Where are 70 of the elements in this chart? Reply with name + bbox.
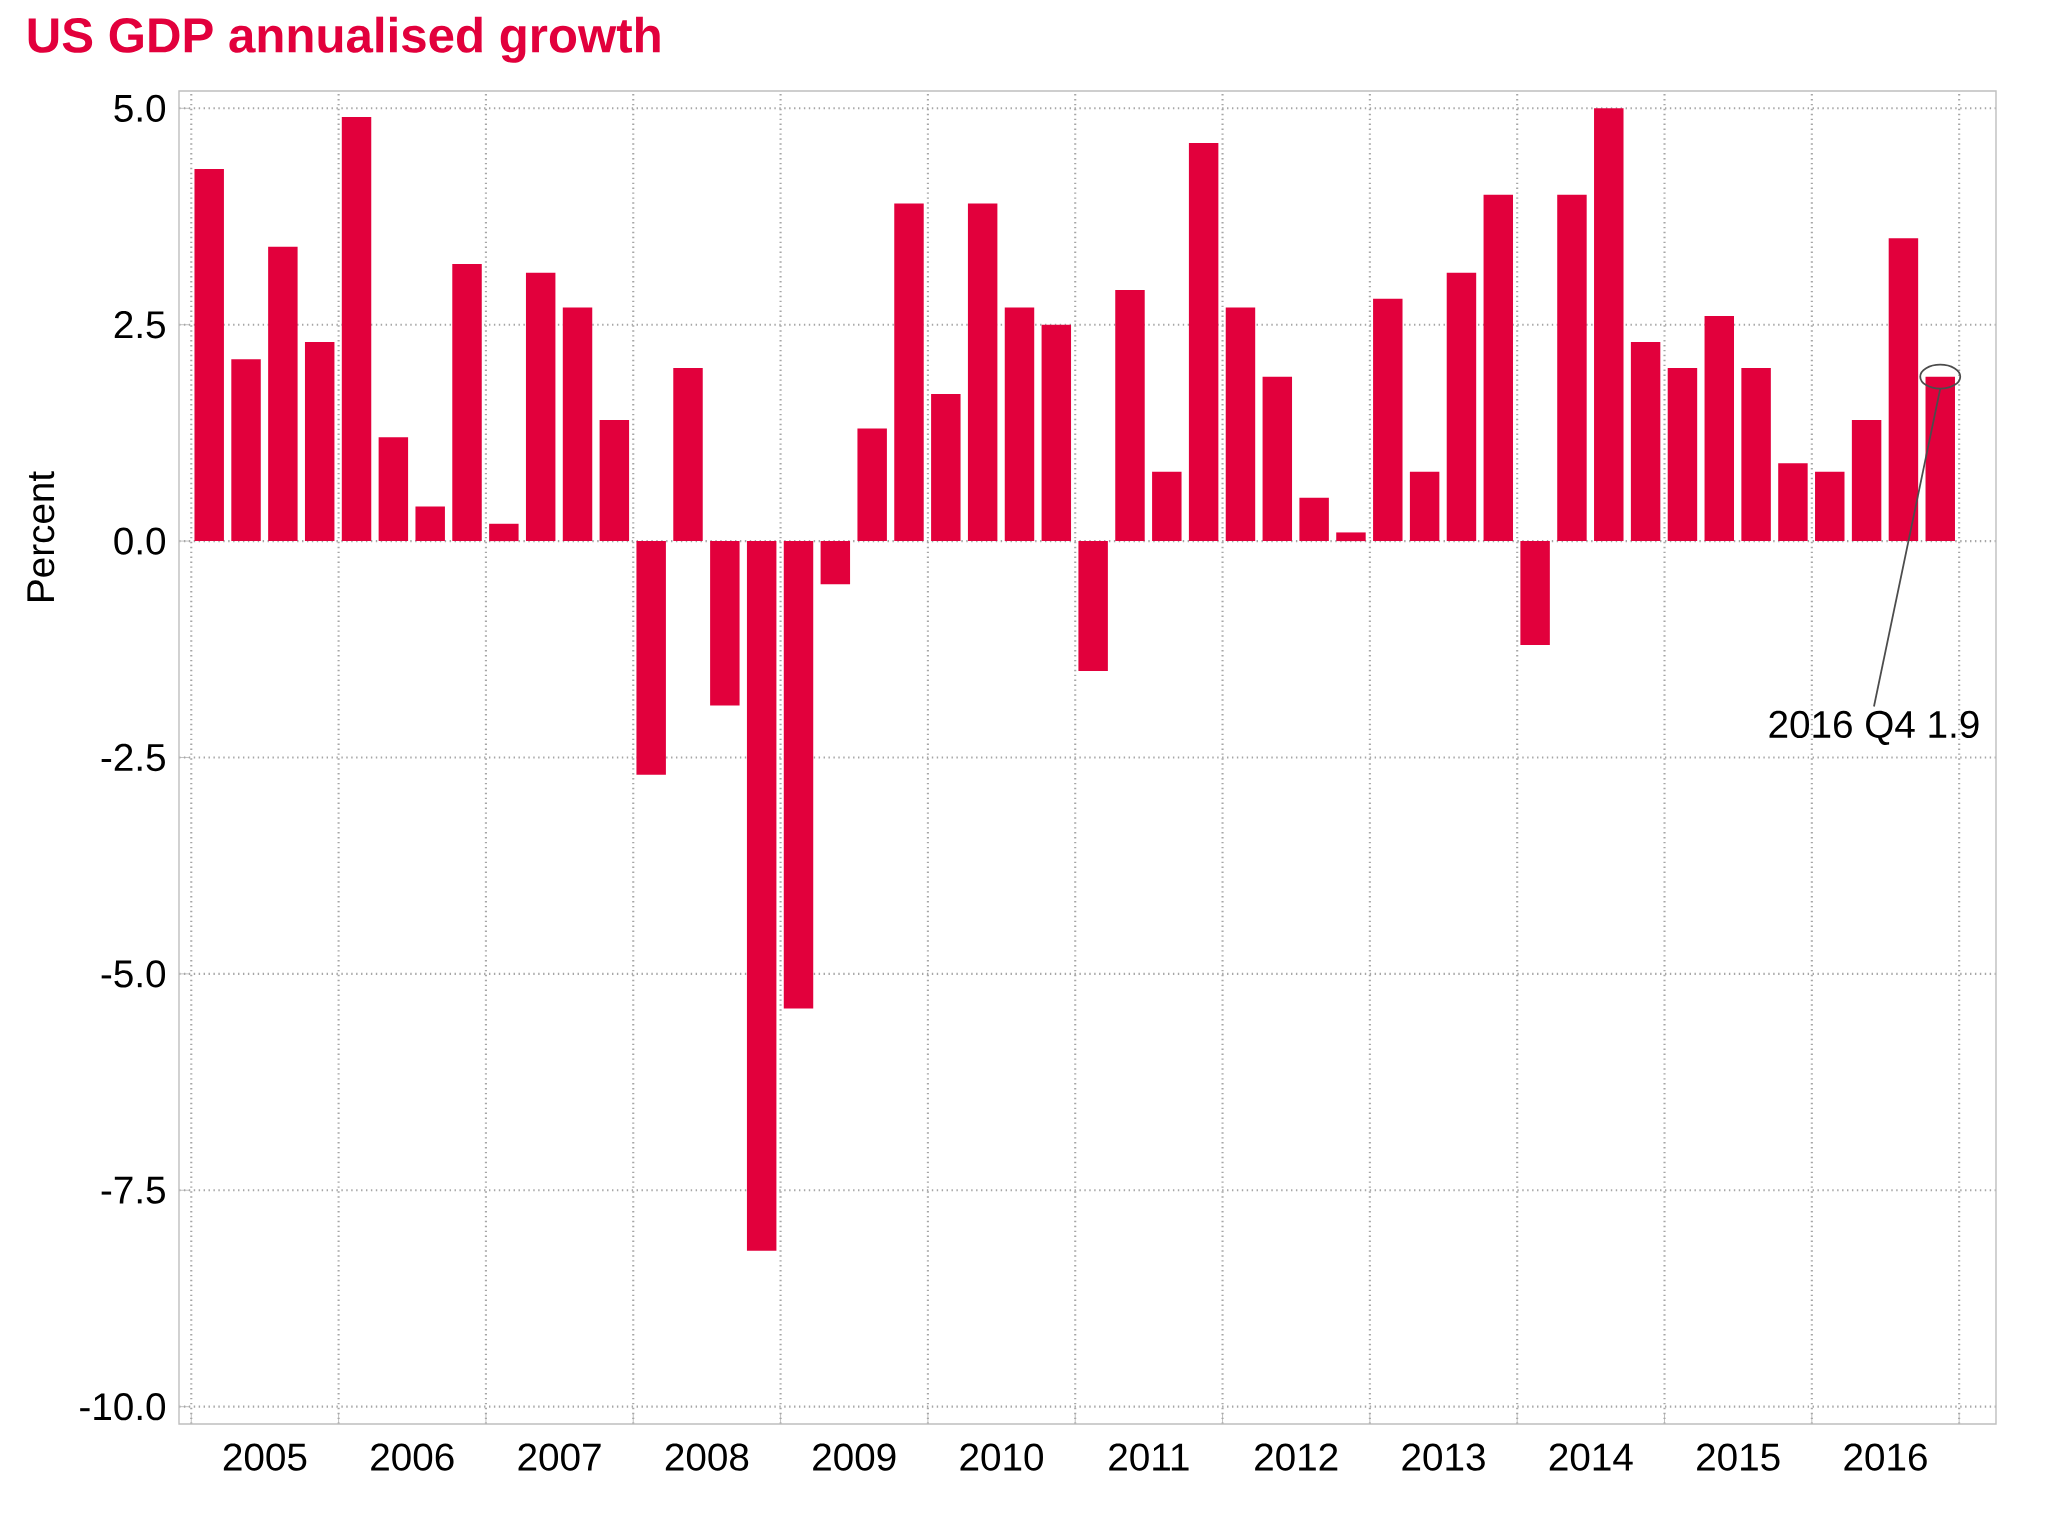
bar (1483, 194, 1514, 542)
bar (304, 342, 335, 542)
bar (1741, 367, 1771, 542)
bar (967, 203, 998, 542)
bar (636, 541, 666, 775)
x-tick-label: 2006 (371, 1443, 454, 1471)
bar (194, 168, 224, 542)
bar (1704, 316, 1735, 542)
bar (378, 437, 409, 542)
bar (1446, 272, 1477, 542)
y-tick-label: -10.0 (80, 1393, 166, 1421)
x-tick-label: 2008 (665, 1443, 749, 1471)
bar (415, 506, 445, 542)
y-tick-label: -7.5 (101, 1176, 165, 1204)
bar (268, 246, 298, 542)
bar (1409, 471, 1440, 542)
y-tick-label: -5.0 (101, 960, 166, 988)
bar (783, 541, 814, 1009)
bar (562, 307, 593, 542)
bar (673, 367, 703, 542)
bar (1299, 497, 1329, 542)
bar (1152, 471, 1182, 542)
bar (452, 264, 482, 542)
x-tick-label: 2011 (1109, 1443, 1189, 1471)
y-axis-title: Percent (27, 471, 55, 601)
x-tick-label: 2005 (223, 1443, 307, 1471)
bar (525, 272, 556, 542)
bar (1778, 463, 1808, 542)
bar (489, 523, 519, 542)
bar (1520, 541, 1550, 645)
bar (1004, 307, 1035, 542)
bar (710, 541, 740, 706)
bar (1594, 108, 1624, 542)
bar (1667, 367, 1698, 542)
bar (1851, 419, 1882, 542)
y-tick-label: 2.5 (114, 311, 165, 339)
x-tick-label: 2009 (813, 1443, 896, 1471)
bar (1078, 541, 1108, 671)
bar (931, 393, 961, 542)
x-tick-label: 2016 (1844, 1443, 1927, 1471)
bar (1630, 342, 1661, 542)
bar (1262, 376, 1293, 542)
x-tick-label: 2012 (1255, 1443, 1338, 1471)
bar (231, 359, 261, 542)
bar (1225, 307, 1256, 542)
y-tick-label: 0.0 (114, 527, 166, 555)
y-tick-label: -2.5 (101, 743, 165, 772)
bar (1041, 324, 1072, 542)
bar (746, 541, 777, 1251)
chart-title: US GDP annualised growth (28, 16, 660, 63)
bar (599, 419, 630, 542)
x-tick-label: 2010 (960, 1443, 1043, 1471)
bar (1188, 142, 1219, 542)
bar (1815, 471, 1845, 542)
y-tick-label: 5.0 (114, 94, 166, 123)
bar (341, 116, 372, 542)
bar (1557, 194, 1587, 542)
bar (857, 428, 887, 542)
annotation: 2016 Q4 1.9 (1769, 710, 1979, 746)
x-tick-label: 2014 (1549, 1443, 1633, 1471)
bar (1115, 290, 1145, 542)
x-tick-label: 2015 (1697, 1443, 1780, 1471)
bar (820, 541, 851, 585)
bar (894, 203, 924, 542)
bar (1373, 298, 1403, 542)
bar (1888, 238, 1919, 542)
bar (1925, 376, 1955, 542)
x-tick-label: 2013 (1402, 1443, 1485, 1471)
x-tick-label: 2007 (518, 1443, 601, 1471)
bar (1336, 532, 1366, 542)
